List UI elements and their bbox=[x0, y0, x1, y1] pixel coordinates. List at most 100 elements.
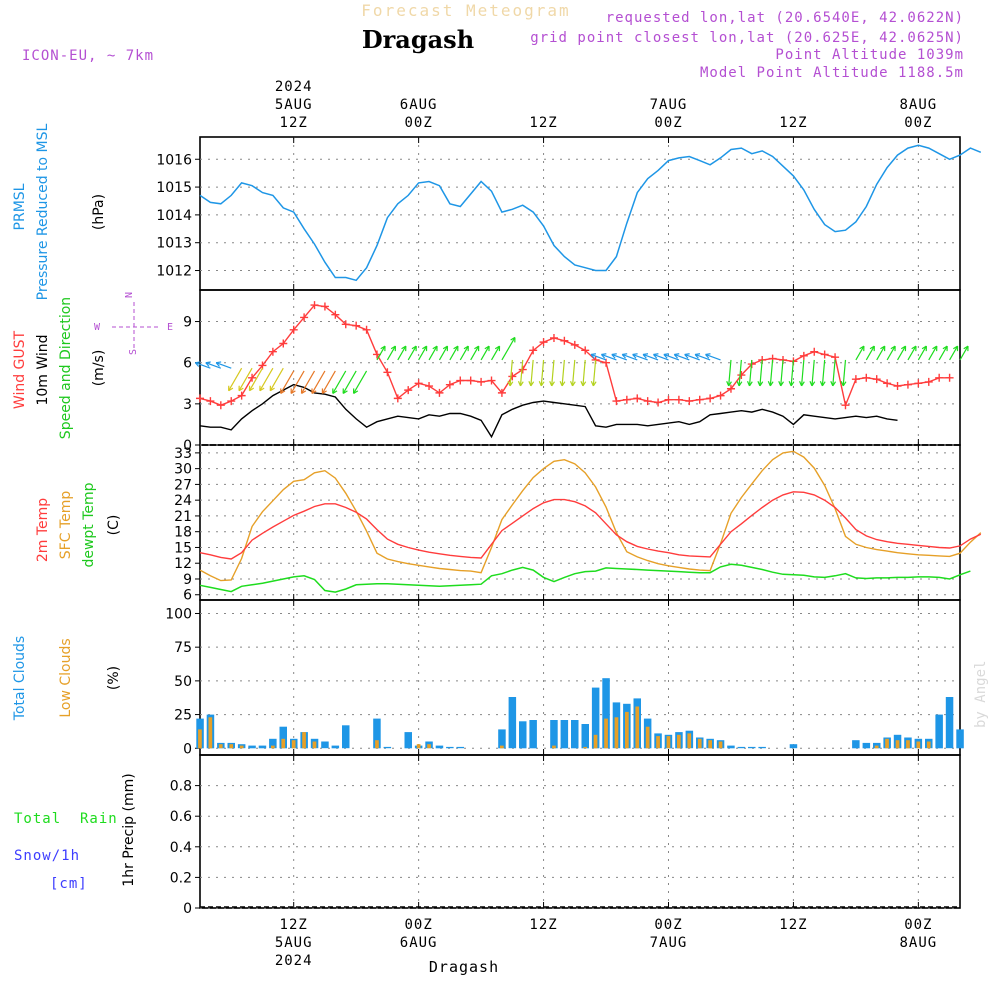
temperature-plot bbox=[199, 450, 982, 593]
wind-direction-arrow bbox=[876, 345, 886, 361]
pressure-plot bbox=[199, 144, 982, 282]
gust-marker bbox=[425, 382, 434, 391]
wind-direction-arrow bbox=[821, 359, 826, 386]
wind-arrow-head bbox=[390, 345, 396, 352]
wind-arrow-head bbox=[442, 345, 449, 352]
temperature-y-tick-label: 27 bbox=[174, 477, 192, 493]
bottom-time-label: 00Z bbox=[654, 917, 682, 933]
low-cloud-bar bbox=[656, 736, 660, 749]
wind-direction-arrow bbox=[684, 353, 700, 361]
cloud-title-total: Total Clouds bbox=[12, 636, 28, 721]
precip-panel bbox=[199, 754, 961, 909]
top-time-label: 12Z bbox=[529, 115, 557, 131]
wind-direction-arrow bbox=[280, 370, 295, 394]
low-cloud-bar bbox=[645, 726, 650, 749]
wind-direction-arrow bbox=[311, 370, 326, 394]
wind-direction-arrow bbox=[321, 370, 336, 394]
wind-direction-arrow bbox=[386, 345, 396, 361]
wind-direction-arrow bbox=[938, 345, 948, 361]
wind-direction-arrow bbox=[301, 370, 316, 394]
gust-marker bbox=[935, 373, 944, 382]
wind-direction-arrow bbox=[215, 362, 232, 369]
wind-direction-arrow bbox=[509, 359, 513, 386]
wind-arrow-head bbox=[194, 361, 201, 367]
total-cloud-bar bbox=[508, 697, 517, 749]
wind-arrow-head bbox=[332, 388, 338, 394]
clouds-y-tick-label: 0 bbox=[183, 741, 192, 757]
total-cloud-bar bbox=[956, 729, 964, 749]
wind-arrow-head bbox=[269, 385, 275, 392]
model-point-altitude: Model Point Altitude 1188.5m bbox=[700, 65, 964, 81]
total-cloud-bar bbox=[852, 740, 860, 749]
low-cloud-bar bbox=[614, 717, 619, 749]
low-cloud-bar bbox=[416, 744, 421, 749]
meteogram-title: Forecast Meteogram bbox=[361, 1, 570, 20]
gust-marker bbox=[466, 376, 475, 385]
bottom-time-label: 12Z bbox=[779, 917, 807, 933]
low-cloud-bar bbox=[500, 745, 504, 749]
gust-marker bbox=[810, 347, 819, 356]
wind-arrow-head bbox=[321, 388, 327, 394]
temp-title-2m: 2m Temp bbox=[35, 498, 51, 562]
total-cloud-bar bbox=[602, 678, 610, 749]
wind-title-speed-dir: Speed and Direction bbox=[58, 297, 74, 439]
wind-arrow-head bbox=[311, 388, 317, 394]
location-title: Dragash bbox=[362, 25, 474, 54]
wind-title-10m: 10m Wind bbox=[35, 334, 51, 405]
gust-marker bbox=[206, 397, 215, 406]
cloud-unit: (%) bbox=[106, 666, 122, 690]
top-time-label: 12Z bbox=[280, 115, 308, 131]
low-cloud-bar bbox=[239, 745, 244, 749]
bottom-time-label: 5AUG bbox=[275, 935, 313, 951]
wind-arrow-head bbox=[663, 353, 669, 359]
precip-y-tick-label: 0.8 bbox=[170, 779, 192, 795]
total-cloud-bar bbox=[435, 745, 444, 749]
low-cloud-bar bbox=[271, 745, 275, 749]
clouds-y-tick-label: 50 bbox=[174, 674, 192, 690]
wind-arrow-head bbox=[757, 381, 764, 387]
wind-panel bbox=[199, 289, 961, 446]
total-cloud-bar bbox=[581, 724, 589, 749]
total-cloud-bar bbox=[550, 720, 558, 749]
low-cloud-bar bbox=[208, 717, 213, 749]
gust-marker bbox=[622, 395, 631, 404]
wind-arrow-head bbox=[600, 353, 607, 359]
wind-direction-arrow bbox=[269, 367, 284, 392]
wind-direction-arrow bbox=[842, 359, 847, 386]
precip-unit: 1hr Precip (mm) bbox=[121, 773, 137, 886]
wind-direction-arrow bbox=[728, 359, 732, 386]
temp-unit: (C) bbox=[106, 515, 122, 536]
total-cloud-bar bbox=[758, 746, 766, 749]
gust-marker bbox=[862, 373, 871, 382]
total-cloud-bar bbox=[342, 725, 350, 749]
wind-direction-arrow bbox=[959, 345, 969, 361]
gust-marker bbox=[612, 397, 621, 406]
top-time-label: 00Z bbox=[654, 115, 682, 131]
wind-arrow-head bbox=[352, 388, 359, 394]
wind-direction-arrow bbox=[592, 359, 597, 386]
wind-direction-arrow bbox=[611, 353, 628, 361]
gust-marker bbox=[414, 379, 423, 388]
bottom-time-label: 12Z bbox=[280, 917, 308, 933]
wind-direction-arrow bbox=[800, 359, 805, 386]
wind-direction-arrow bbox=[790, 359, 795, 386]
requested-coords: requested lon,lat (20.6540E, 42.0622N) bbox=[606, 10, 964, 26]
wind-direction-arrow bbox=[332, 370, 347, 394]
low-cloud-bar bbox=[312, 741, 317, 749]
footer-location: Dragash bbox=[429, 958, 499, 976]
top-time-label: 6AUG bbox=[400, 97, 438, 113]
wind-arrow-head bbox=[684, 353, 690, 359]
cloud-plot bbox=[196, 678, 964, 749]
wind-arrow-head bbox=[653, 353, 659, 359]
gust-marker bbox=[674, 395, 683, 404]
gust-marker bbox=[331, 310, 340, 319]
gust-marker bbox=[227, 397, 236, 406]
temperature-y-tick-label: 6 bbox=[183, 588, 192, 604]
gust-marker bbox=[581, 346, 590, 355]
wind-direction-arrow bbox=[376, 345, 386, 361]
total-cloud-bar bbox=[560, 720, 569, 749]
gust-marker bbox=[737, 371, 746, 380]
low-cloud-bar bbox=[229, 744, 234, 749]
total-cloud-bar bbox=[498, 729, 506, 749]
temperature-y-tick-label: 18 bbox=[174, 525, 192, 541]
